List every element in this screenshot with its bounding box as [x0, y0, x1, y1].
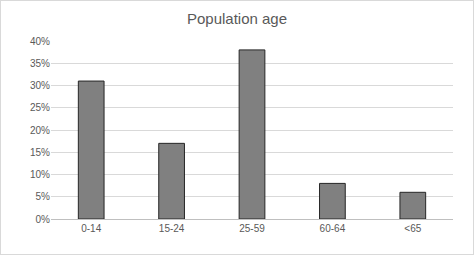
svg-text:15%: 15%	[30, 147, 50, 158]
svg-text:20%: 20%	[30, 125, 50, 136]
svg-text:40%: 40%	[30, 36, 50, 47]
svg-text:25%: 25%	[30, 102, 50, 113]
svg-text:35%: 35%	[30, 58, 50, 69]
svg-text:15-24: 15-24	[159, 223, 185, 234]
svg-text:30%: 30%	[30, 80, 50, 91]
svg-text:5%: 5%	[36, 191, 51, 202]
svg-text:<65: <65	[404, 223, 421, 234]
svg-text:0%: 0%	[36, 214, 51, 225]
svg-text:60-64: 60-64	[320, 223, 346, 234]
svg-text:10%: 10%	[30, 169, 50, 180]
svg-text:0-14: 0-14	[81, 223, 101, 234]
svg-text:Population age: Population age	[187, 10, 287, 27]
svg-text:25-59: 25-59	[239, 223, 265, 234]
